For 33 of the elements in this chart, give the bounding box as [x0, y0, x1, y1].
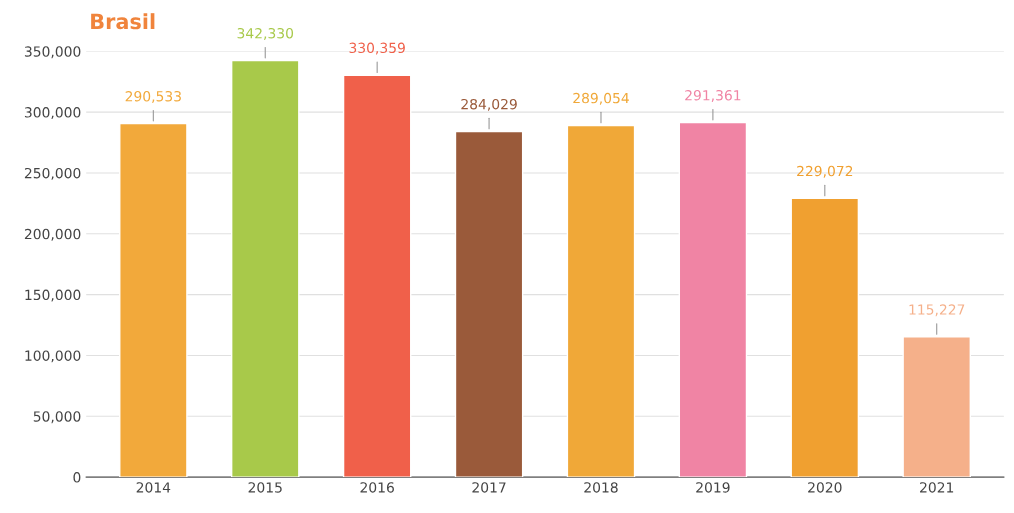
y-tick-label: 50,000 [33, 411, 81, 424]
data-label: 290,533 [125, 91, 181, 103]
data-label: 342,330 [237, 27, 294, 40]
data-label: 115,227 [909, 304, 965, 317]
x-tick-label: 2017 [472, 482, 506, 493]
x-tick-label: 2015 [248, 482, 282, 493]
bar [454, 130, 524, 478]
data-label: 229,072 [797, 165, 853, 178]
x-tick-label: 2020 [808, 482, 842, 493]
y-tick-label: 350,000 [24, 46, 81, 59]
y-tick-label: 150,000 [25, 289, 81, 302]
x-tick-label: 2014 [136, 482, 171, 493]
x-tick-label: 2016 [360, 482, 394, 493]
chart-title: Brasil [91, 13, 155, 30]
bar [790, 197, 860, 478]
y-tick-label: 250,000 [24, 167, 81, 180]
data-label: 330,359 [349, 42, 405, 55]
x-tick-label: 2021 [920, 482, 954, 493]
bar [119, 122, 188, 478]
data-label: 289,054 [573, 92, 629, 105]
y-tick-label: 0 [73, 472, 81, 483]
y-tick-label: 200,000 [24, 228, 81, 241]
data-label: 284,029 [461, 98, 517, 111]
y-tick-label: 300,000 [24, 107, 81, 120]
y-tick-label: 100,000 [25, 350, 81, 363]
x-tick-label: 2019 [696, 482, 730, 493]
bar [902, 336, 971, 478]
bar [678, 121, 748, 478]
bar [342, 74, 412, 478]
bar [566, 124, 636, 478]
data-label: 291,361 [685, 90, 741, 102]
bar [230, 59, 300, 478]
x-tick-label: 2018 [584, 482, 618, 493]
